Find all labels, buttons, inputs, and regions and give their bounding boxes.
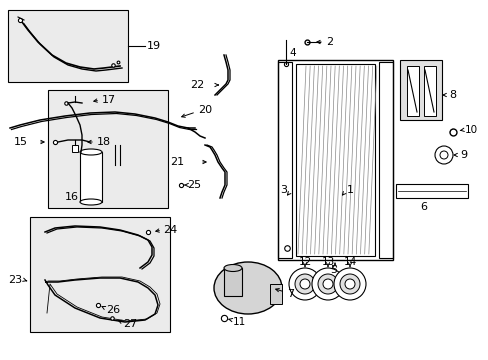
Text: 4: 4: [288, 48, 295, 58]
Circle shape: [317, 274, 337, 294]
Bar: [269, 284, 282, 304]
Circle shape: [439, 151, 447, 159]
Text: 15: 15: [14, 137, 28, 147]
Text: 13: 13: [321, 257, 334, 267]
Text: 19: 19: [147, 41, 161, 51]
Bar: [224, 268, 242, 296]
Text: 18: 18: [97, 137, 111, 147]
Text: 7: 7: [286, 289, 293, 299]
Text: 12: 12: [298, 257, 311, 267]
Text: 27: 27: [123, 319, 137, 329]
Text: 21: 21: [170, 157, 184, 167]
Circle shape: [311, 268, 343, 300]
Bar: [278, 60, 392, 260]
Bar: [8, 10, 128, 82]
Text: 24: 24: [163, 225, 177, 235]
Text: 16: 16: [65, 192, 79, 202]
Text: 2: 2: [325, 37, 332, 47]
Text: 10: 10: [464, 125, 477, 135]
Text: 23: 23: [8, 275, 22, 285]
Bar: [395, 184, 467, 198]
Text: 6: 6: [419, 202, 426, 212]
Bar: [278, 62, 291, 258]
Bar: [295, 64, 374, 256]
Ellipse shape: [80, 199, 102, 205]
Text: 26: 26: [106, 305, 120, 315]
Bar: [72, 145, 78, 152]
Text: 14: 14: [343, 257, 356, 267]
Text: 17: 17: [102, 95, 116, 105]
Ellipse shape: [214, 262, 282, 314]
Text: 22: 22: [190, 80, 204, 90]
Text: 11: 11: [232, 317, 246, 327]
Ellipse shape: [80, 149, 102, 155]
Circle shape: [449, 130, 454, 135]
Text: 1: 1: [346, 185, 353, 195]
Bar: [378, 62, 392, 258]
Text: 20: 20: [198, 105, 212, 115]
Circle shape: [434, 146, 452, 164]
Circle shape: [339, 274, 359, 294]
Bar: [30, 217, 170, 332]
Circle shape: [299, 279, 309, 289]
Bar: [406, 66, 418, 116]
Circle shape: [294, 274, 314, 294]
Bar: [399, 60, 441, 120]
Circle shape: [288, 268, 320, 300]
Circle shape: [222, 316, 225, 320]
Text: 9: 9: [459, 150, 466, 160]
Bar: [423, 66, 435, 116]
Text: 3: 3: [280, 185, 286, 195]
Text: 25: 25: [186, 180, 201, 190]
Bar: [80, 152, 102, 202]
Circle shape: [323, 279, 332, 289]
Text: 5: 5: [329, 265, 336, 275]
Ellipse shape: [224, 265, 242, 271]
Text: 8: 8: [448, 90, 455, 100]
Bar: [48, 90, 168, 208]
Circle shape: [345, 279, 354, 289]
Circle shape: [333, 268, 365, 300]
